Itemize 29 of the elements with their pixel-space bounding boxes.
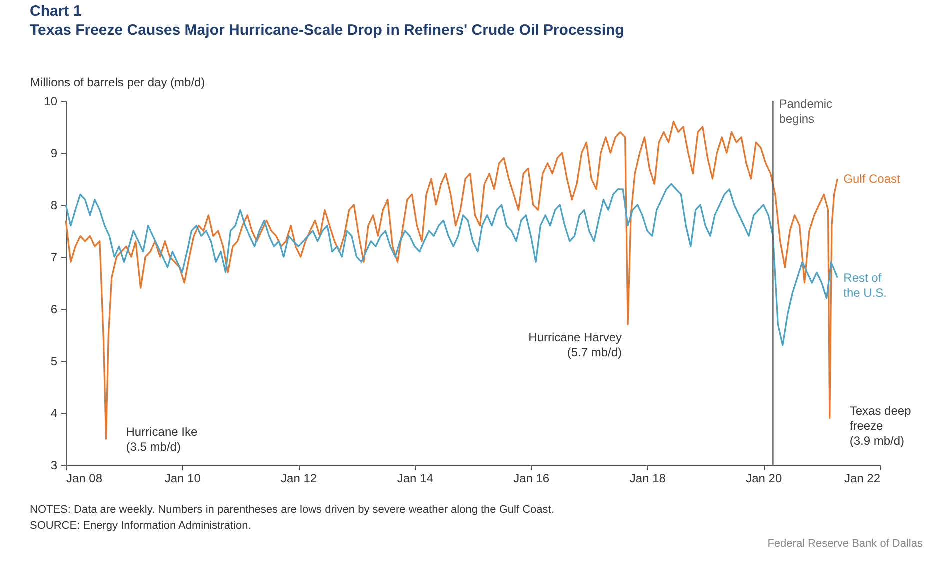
x-tick-label: Jan 10 [164, 472, 202, 486]
series-label: Rest of the U.S. [844, 270, 888, 300]
x-tick-label: Jan 22 [844, 472, 881, 486]
chart-title: Chart 1 [30, 3, 82, 20]
x-tick-label: Jan 12 [281, 472, 318, 486]
x-tick-label: Jan 14 [397, 472, 434, 486]
y-tick-label: 8 [50, 198, 58, 212]
y-tick-label: 10 [44, 94, 58, 108]
text: Federal Reserve Bank of Dallas [768, 538, 923, 550]
y-tick-label: 9 [50, 146, 58, 160]
y-tick-label: 5 [50, 354, 58, 368]
y-axis-title: Millions of barrels per day (mb/d) [30, 76, 206, 90]
x-tick-label: Jan 16 [514, 472, 550, 486]
annotation: Texas deep freeze (3.9 mb/d) [850, 404, 912, 448]
x-tick-label: Jan 18 [630, 472, 666, 486]
line-series [65, 183, 838, 346]
y-tick-label: 4 [50, 406, 58, 420]
text: NOTES: Data are weekly. Numbers in parentheses are lows driven by severe weather along the Gulf Coast. [30, 504, 554, 516]
y-tick-label: 3 [50, 458, 58, 472]
source-note: SOURCE: Energy Information Administration. [30, 520, 252, 532]
x-tick-label: Jan 20 [746, 472, 782, 486]
ref-line-label: Pandemic begins [779, 97, 833, 126]
annotation: Hurricane Harvey (5.7 mb/d) [528, 330, 622, 360]
chart-subtitle: Texas Freeze Causes Major Hurricane-Scale Drop in Refiners' Crude Oil Processing [30, 22, 624, 39]
series-label: Gulf Coast [844, 172, 902, 186]
y-tick-label: 7 [50, 250, 58, 264]
x-tick-label: Jan 08 [66, 472, 103, 486]
y-tick-label: 6 [50, 302, 58, 316]
annotation: Hurricane Ike (3.5 mb/d) [126, 425, 198, 454]
